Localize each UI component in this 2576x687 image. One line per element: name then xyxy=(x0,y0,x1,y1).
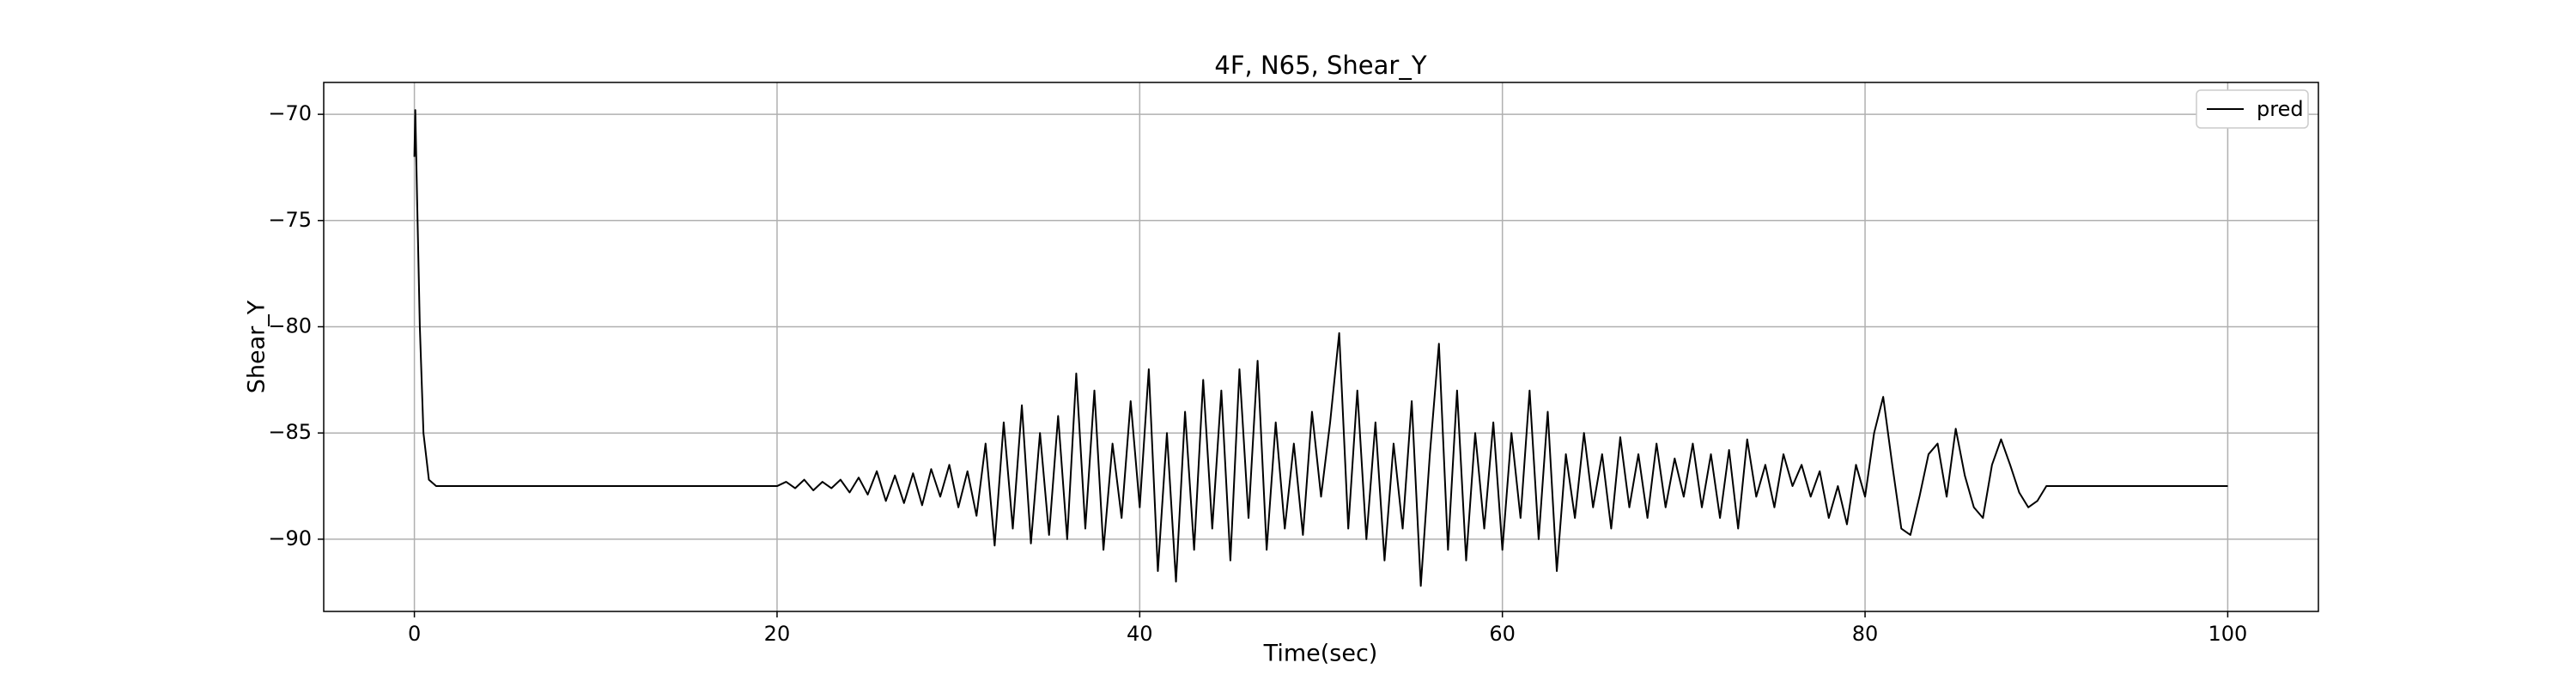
x-tick-label: 80 xyxy=(1852,622,1879,646)
legend-box xyxy=(2196,89,2309,129)
y-tick-label: −80 xyxy=(268,313,312,337)
x-tick-label: 0 xyxy=(408,622,421,646)
y-axis-label: Shear_Y xyxy=(244,300,270,393)
x-tick-label: 100 xyxy=(2208,622,2248,646)
y-tick-label: −85 xyxy=(268,420,312,444)
plot-frame xyxy=(323,82,2319,612)
chart-title: 4F, N65, Shear_Y xyxy=(1214,51,1426,80)
y-tick-label: −70 xyxy=(268,101,312,125)
x-tick-label: 20 xyxy=(764,622,791,646)
x-tick-label: 60 xyxy=(1489,622,1516,646)
y-tick-label: −75 xyxy=(268,208,312,232)
y-tick-label: −90 xyxy=(268,526,312,550)
x-tick-label: 40 xyxy=(1127,622,1153,646)
x-axis-label: Time(sec) xyxy=(1263,641,1378,667)
legend-label: pred xyxy=(2257,97,2304,121)
data-line xyxy=(413,109,2228,587)
